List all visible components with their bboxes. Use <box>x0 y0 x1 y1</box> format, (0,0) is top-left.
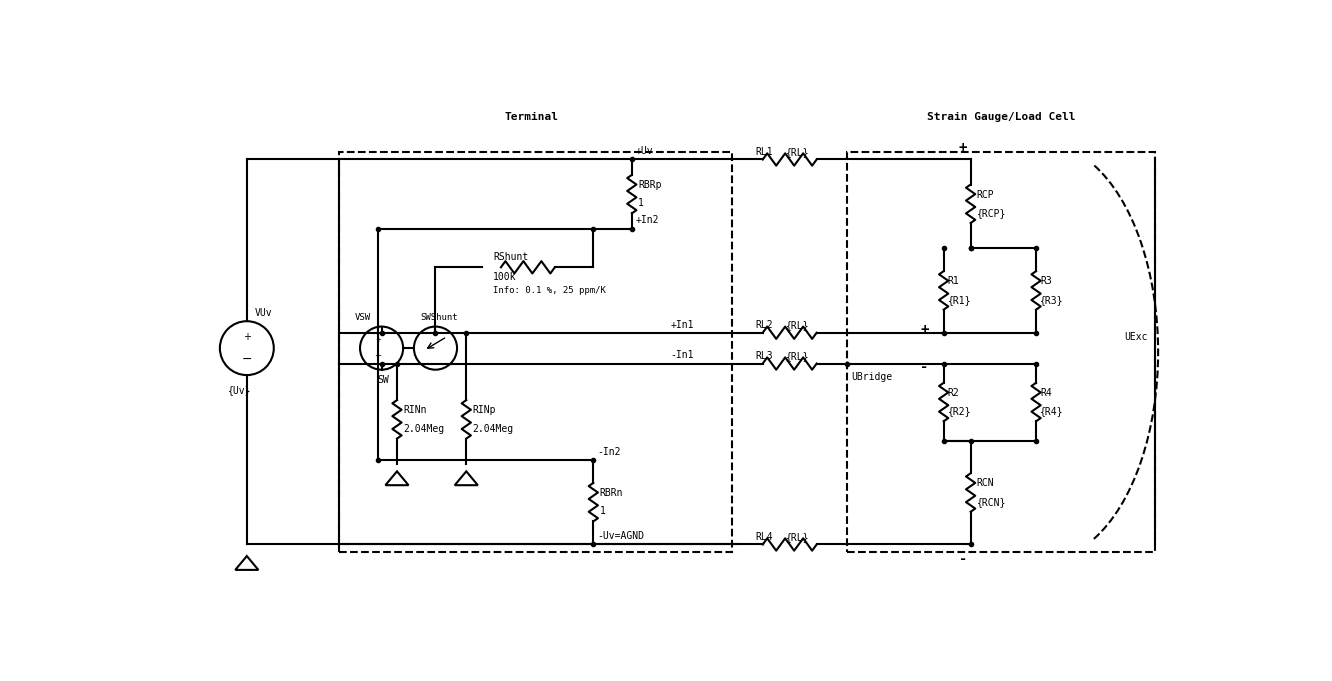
Text: +: + <box>374 338 381 343</box>
Text: RCN: RCN <box>976 478 995 488</box>
Text: VSW: VSW <box>354 313 370 322</box>
Text: 1: 1 <box>599 507 605 516</box>
Text: R2: R2 <box>947 387 959 398</box>
Text: +Uv: +Uv <box>635 146 653 156</box>
Text: RINn: RINn <box>404 405 426 415</box>
Text: {RL}: {RL} <box>786 351 810 361</box>
Text: VUv: VUv <box>254 308 272 319</box>
Text: −: − <box>241 353 252 366</box>
Text: +In1: +In1 <box>670 319 694 330</box>
Text: 1: 1 <box>638 198 643 208</box>
Text: -: - <box>959 552 967 566</box>
Text: +In2: +In2 <box>635 215 659 225</box>
Text: R4: R4 <box>1040 387 1052 398</box>
Text: 2.04Meg: 2.04Meg <box>473 424 514 434</box>
Text: +: + <box>242 332 250 342</box>
Text: -Uv=AGND: -Uv=AGND <box>597 531 645 541</box>
Text: {RL}: {RL} <box>786 532 810 542</box>
Text: RShunt: RShunt <box>493 252 529 262</box>
Text: 100k: 100k <box>493 272 517 283</box>
Text: +: + <box>959 141 967 155</box>
Text: {R4}: {R4} <box>1040 407 1063 416</box>
Text: R1: R1 <box>947 276 959 286</box>
Text: R3: R3 <box>1040 276 1052 286</box>
Text: Terminal: Terminal <box>505 112 558 122</box>
Text: +: + <box>920 323 928 337</box>
Text: Info: 0.1 %, 25 ppm/K: Info: 0.1 %, 25 ppm/K <box>493 286 606 295</box>
Text: RL4: RL4 <box>755 532 773 542</box>
Text: {Uv}: {Uv} <box>228 385 250 396</box>
Text: -In1: -In1 <box>670 351 694 360</box>
Text: RBRn: RBRn <box>599 488 623 498</box>
Text: RL2: RL2 <box>755 320 773 330</box>
Text: {RCP}: {RCP} <box>976 208 1006 218</box>
Text: RBRp: RBRp <box>638 180 662 190</box>
Text: RL3: RL3 <box>755 351 773 361</box>
Text: {R3}: {R3} <box>1040 295 1063 304</box>
Text: {R2}: {R2} <box>947 407 971 416</box>
Text: {RCN}: {RCN} <box>976 496 1006 507</box>
Text: -In2: -In2 <box>597 447 621 457</box>
Text: -: - <box>920 360 928 375</box>
Text: RL1: RL1 <box>755 147 773 157</box>
Text: SW: SW <box>378 375 389 385</box>
Text: SWShunt: SWShunt <box>420 313 458 322</box>
Text: Strain Gauge/Load Cell: Strain Gauge/Load Cell <box>927 112 1076 122</box>
Text: UExc: UExc <box>1124 332 1147 342</box>
Text: UBridge: UBridge <box>851 373 892 383</box>
Text: {RL}: {RL} <box>786 320 810 330</box>
Text: {R1}: {R1} <box>947 295 971 304</box>
Text: {RL}: {RL} <box>786 147 810 157</box>
Text: RCP: RCP <box>976 189 995 200</box>
Text: 2.04Meg: 2.04Meg <box>404 424 445 434</box>
Text: RINp: RINp <box>473 405 496 415</box>
Text: −: − <box>374 351 381 360</box>
